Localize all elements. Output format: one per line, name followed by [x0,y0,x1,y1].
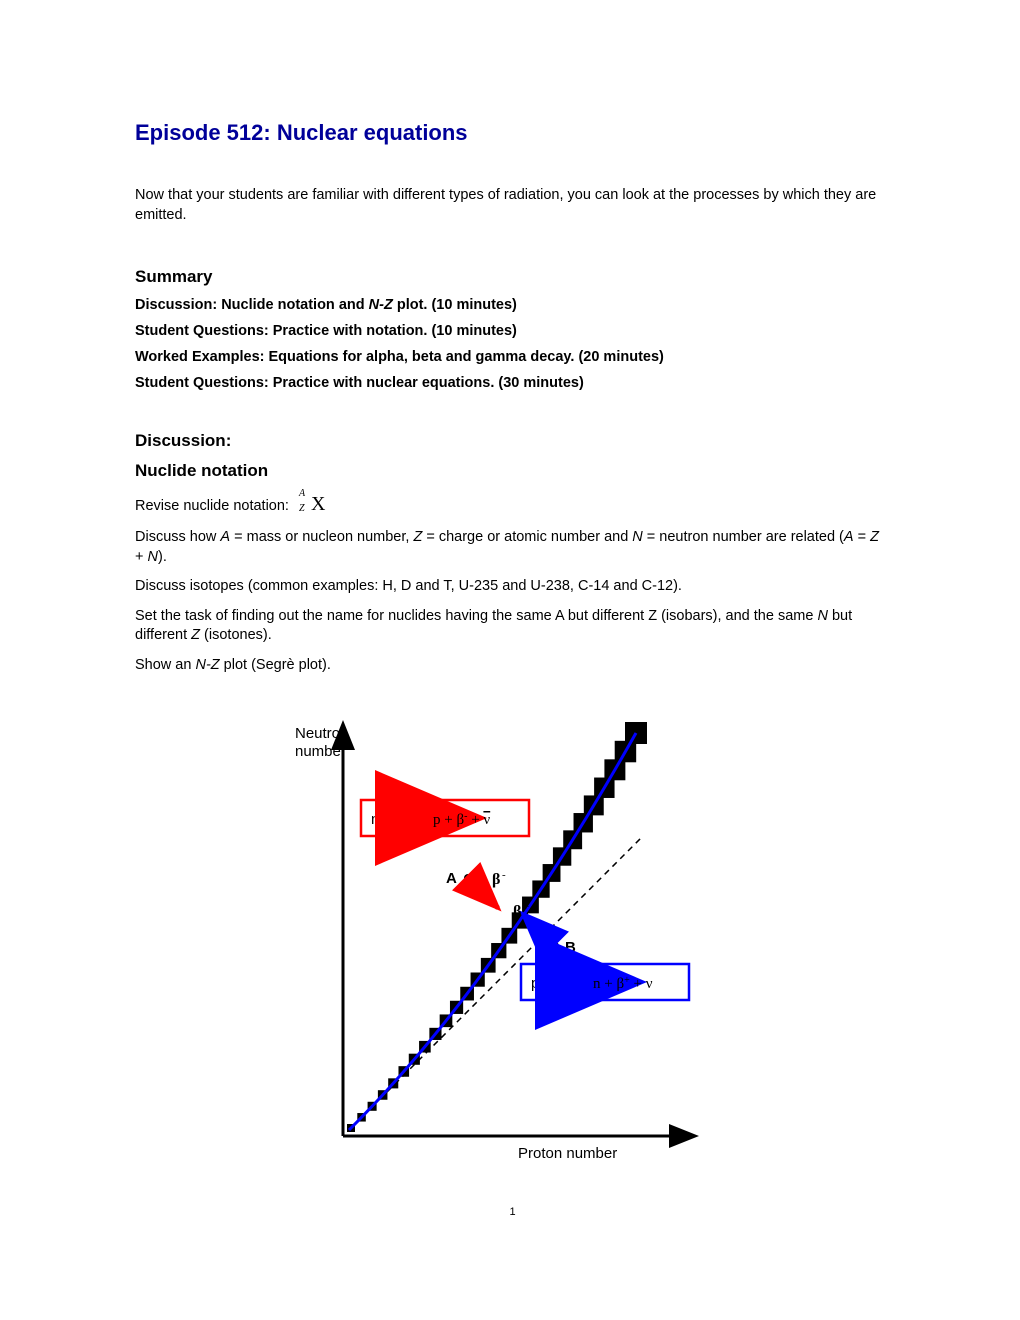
notation-sub: Z [299,502,305,516]
summary-line-3: Worked Examples: Equations for alpha, be… [135,349,890,365]
para-relation: Discuss how A = mass or nucleon number, … [135,528,890,567]
discussion-section: Discussion: Nuclide notation Revise nucl… [135,431,890,675]
discussion-heading: Discussion: [135,431,890,451]
segre-plot-svg: NeutronnumberProton numberABβ-β+np + β- … [273,716,753,1176]
svg-text:number: number [295,743,346,760]
svg-text:n + β+ + ν: n + β+ + ν [593,975,653,992]
svg-text:p: p [531,975,539,992]
summary-line-1: Discussion: Nuclide notation and N-Z plo… [135,297,890,313]
svg-text:Neutron: Neutron [295,725,348,742]
para-notation: Revise nuclide notation: A Z X [135,491,890,518]
para-isotopes: Discuss isotopes (common examples: H, D … [135,577,890,597]
svg-text:B: B [565,939,576,956]
segre-plot-figure: NeutronnumberProton numberABβ-β+np + β- … [135,716,890,1176]
svg-text:p + β- + ν: p + β- + ν [433,811,490,828]
summary-section: Summary Discussion: Nuclide notation and… [135,267,890,391]
svg-text:n: n [371,811,379,828]
para-segre: Show an N-Z plot (Segrè plot). [135,656,890,676]
intro-paragraph: Now that your students are familiar with… [135,186,890,225]
nuclide-notation: A Z X [299,491,325,518]
notation-prefix: Revise nuclide notation: [135,498,289,514]
summary-line-2: Student Questions: Practice with notatio… [135,323,890,339]
svg-text:β: β [513,903,521,920]
notation-sup: A [299,487,305,501]
page-title: Episode 512: Nuclear equations [135,120,890,146]
para-isobars: Set the task of finding out the name for… [135,607,890,646]
svg-text:+: + [523,901,529,913]
summary-heading: Summary [135,267,890,287]
discussion-subheading: Nuclide notation [135,461,890,481]
svg-text:-: - [502,869,506,881]
svg-text:Proton number: Proton number [518,1145,617,1162]
document-page: Episode 512: Nuclear equations Now that … [0,0,1020,1258]
svg-text:A: A [446,870,457,887]
page-number: 1 [135,1206,890,1218]
summary-line-4: Student Questions: Practice with nuclear… [135,375,890,391]
svg-text:β: β [492,871,500,888]
